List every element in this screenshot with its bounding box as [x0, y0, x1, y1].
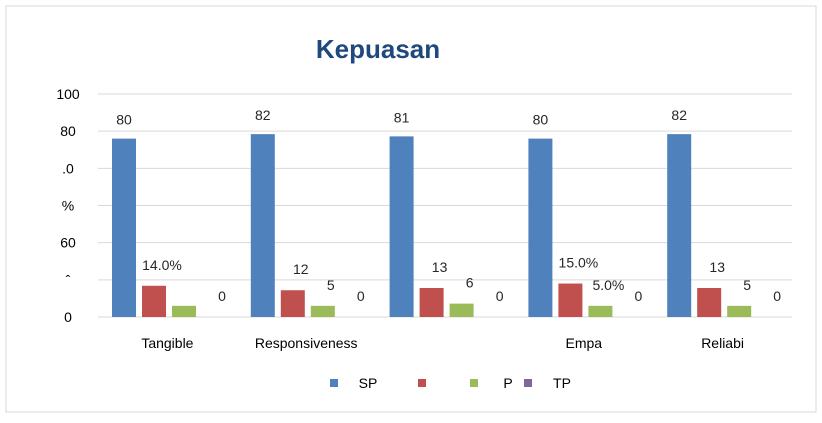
y-tick-label: ˆ [66, 272, 71, 288]
legend-swatch [524, 379, 532, 387]
data-label: 80 [116, 112, 132, 128]
x-axis-tick-labels: Tangible Responsiveness Empa Reliabi [141, 335, 744, 351]
bar [250, 134, 275, 317]
data-label: 5 [743, 277, 751, 293]
bar [667, 134, 692, 317]
y-tick-label: 100 [56, 86, 80, 102]
legend-swatch [470, 379, 478, 387]
y-tick-label: 80 [60, 123, 76, 139]
bar [419, 288, 444, 317]
bars [112, 134, 752, 317]
data-label: 5.0% [592, 277, 624, 293]
data-label: 15.0% [559, 255, 599, 271]
data-label: 0 [635, 288, 643, 304]
bar [280, 290, 305, 317]
data-labels: 80 82 81 80 82 14.0% 12 13 15.0% 13 5 6 5.0% 5 0 0 0 0 0 [116, 107, 781, 304]
data-label: 6 [466, 275, 474, 291]
bar [142, 285, 166, 317]
data-label: 0 [773, 288, 781, 304]
data-label: 82 [255, 107, 271, 123]
bar [727, 305, 752, 317]
y-tick-label: .0 [62, 160, 74, 176]
y-tick-label: % [62, 198, 74, 214]
legend-label: SP [359, 375, 378, 391]
data-label: 5 [327, 277, 335, 293]
x-tick-label: Responsiveness [255, 335, 358, 351]
y-tick-label: 60 [60, 235, 76, 251]
bar [389, 136, 414, 317]
bar [588, 305, 613, 317]
data-label: 81 [394, 109, 410, 125]
bar [172, 305, 196, 317]
legend-label: TP [553, 375, 571, 391]
data-label: 0 [218, 288, 226, 304]
legend-label: P [503, 375, 512, 391]
data-label: 82 [671, 107, 687, 123]
x-tick-label: Reliabi [701, 335, 744, 351]
data-label: 80 [533, 112, 549, 128]
legend: SP P TP [330, 375, 571, 391]
data-label: 14.0% [142, 257, 182, 273]
legend-swatch [418, 379, 426, 387]
legend-swatch [330, 379, 338, 387]
x-tick-label: Tangible [141, 335, 193, 351]
x-tick-label: Empa [566, 335, 603, 351]
bar [558, 283, 583, 317]
bar [112, 138, 136, 317]
bar [449, 303, 474, 317]
y-tick-label: 0 [64, 309, 72, 325]
data-label: 0 [357, 288, 365, 304]
data-label: 0 [496, 288, 504, 304]
chart-title: Kepuasan [316, 34, 440, 64]
y-axis-tick-labels: 100 80 .0% 60 ˆ 0 [56, 86, 80, 325]
bar [310, 305, 335, 317]
data-label: 13 [709, 259, 725, 275]
data-label: 13 [432, 259, 448, 275]
data-label: 12 [293, 261, 309, 277]
bar [528, 138, 553, 317]
bar [697, 288, 722, 317]
